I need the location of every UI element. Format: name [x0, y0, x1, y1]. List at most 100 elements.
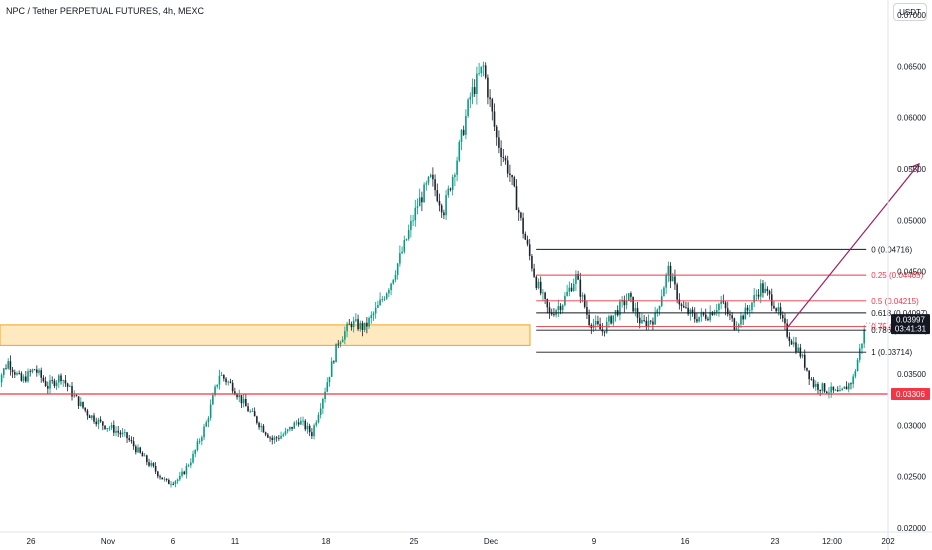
candle-body: [91, 415, 93, 419]
candle-body: [526, 239, 529, 245]
candle-body: [170, 484, 172, 485]
candle-body: [643, 320, 645, 321]
candle-body: [5, 368, 7, 370]
x-tick-label: 16: [681, 537, 690, 546]
candle-body: [506, 160, 509, 174]
candle-body: [106, 428, 109, 429]
candle-body: [139, 447, 142, 453]
candle-body: [58, 375, 60, 383]
demand-zone: [0, 324, 531, 346]
candle-body: [192, 453, 194, 463]
candle-body: [80, 401, 82, 407]
x-tick-label: 202: [881, 537, 895, 546]
candle-body: [271, 437, 274, 441]
candle-body: [678, 299, 681, 305]
candle-body: [522, 217, 524, 234]
candle-body: [733, 318, 736, 330]
candle-body: [148, 462, 150, 466]
candle-body: [423, 184, 425, 203]
candle-body: [383, 298, 386, 300]
candle-body: [97, 419, 100, 425]
candle-body: [390, 283, 392, 291]
candle-body: [713, 312, 716, 316]
x-tick-label: 9: [592, 537, 597, 546]
candle-body: [682, 305, 685, 308]
candle-body: [308, 425, 311, 433]
candle-body: [196, 441, 199, 450]
candle-body: [284, 431, 287, 435]
candle-body: [612, 315, 615, 324]
candle-body: [548, 307, 551, 313]
candle-body: [341, 339, 344, 343]
candle-body: [482, 65, 485, 67]
candle-body: [187, 465, 190, 467]
candle-body: [394, 274, 397, 280]
candle-body: [445, 195, 447, 216]
candle-body: [663, 287, 665, 297]
candle-body: [27, 371, 29, 382]
time-axis[interactable]: 26 Nov 6 11 18 25 Dec 9 16 23 12:00 202: [0, 531, 932, 546]
support-price-label: 0.03306: [896, 390, 925, 399]
y-tick-label: 0.03000: [897, 421, 926, 430]
candle-body: [502, 156, 505, 158]
x-tick-label: 25: [410, 537, 419, 546]
candle-body: [403, 240, 406, 252]
candle-body: [634, 308, 637, 312]
candle-body: [517, 209, 520, 213]
candle-body: [256, 416, 258, 423]
candle-body: [504, 157, 507, 161]
candle-body: [44, 381, 47, 387]
candle-body: [418, 197, 421, 207]
candle-body: [454, 174, 456, 178]
candle-body: [788, 336, 791, 342]
candle-body: [491, 99, 494, 112]
x-tick-label: 26: [27, 537, 36, 546]
x-tick-label: Dec: [484, 537, 498, 546]
candle-body: [577, 274, 579, 280]
candle-body: [702, 312, 705, 315]
candle-body: [350, 323, 353, 328]
candle-body: [47, 386, 49, 389]
candle-body: [216, 384, 219, 387]
candle-body: [135, 446, 137, 453]
candle-body: [93, 415, 95, 422]
candle-body: [561, 305, 564, 311]
candle-body: [102, 421, 104, 426]
candle-body: [60, 375, 62, 382]
candle-body: [31, 369, 34, 373]
candle-body: [597, 321, 599, 325]
candle-body: [214, 386, 216, 396]
candle-body: [704, 314, 707, 319]
candle-body: [819, 389, 821, 392]
candle-body: [698, 316, 700, 322]
candle-body: [722, 301, 725, 303]
candle-body: [212, 395, 214, 405]
candle-body: [649, 320, 652, 322]
candle-body: [462, 129, 465, 135]
candle-body: [234, 391, 236, 395]
candle-body: [269, 437, 271, 439]
candle-body: [456, 160, 458, 175]
countdown-label: 03:41:31: [895, 325, 927, 334]
candle-body: [850, 383, 852, 385]
candle-body: [689, 309, 692, 315]
candle-body: [22, 376, 25, 381]
candle-body: [718, 304, 720, 311]
candle-body: [185, 465, 188, 475]
candle-body: [223, 375, 225, 379]
candle-body: [368, 317, 370, 327]
candle-body: [797, 347, 799, 353]
x-tick-label: Nov: [101, 537, 115, 546]
candle-body: [198, 440, 201, 442]
fib-label-0-5: 0.5 (0.04215): [871, 297, 919, 306]
candle-body: [119, 432, 122, 435]
candle-body: [856, 359, 859, 372]
currency-button[interactable]: USDT: [893, 3, 927, 21]
candle-layer: [0, 61, 865, 488]
candle-body: [113, 425, 115, 433]
price-axis[interactable]: 0.07000 0.06500 0.06000 0.05500 0.05000 0.045…: [887, 0, 927, 550]
candle-body: [297, 422, 300, 425]
candle-body: [280, 435, 282, 439]
candle-body: [654, 312, 656, 325]
